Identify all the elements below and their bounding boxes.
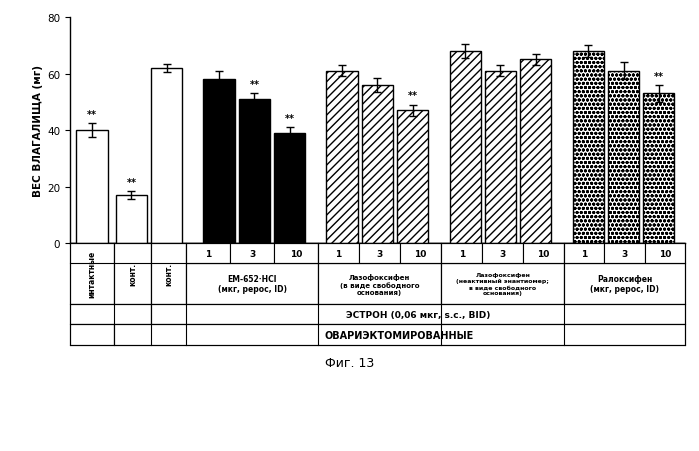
Text: Ралоксифен
(мкг, рерос, ID): Ралоксифен (мкг, рерос, ID) [590, 275, 659, 294]
Text: **: ** [250, 80, 259, 90]
Text: конт.: конт. [164, 262, 173, 285]
Bar [484, 72, 517, 244]
Text: **: ** [87, 110, 97, 120]
Bar [326, 72, 358, 244]
Text: 1: 1 [336, 249, 342, 258]
Bar [397, 111, 428, 244]
Text: Лазофоксифен
(неактивный энантиомер;
в виде свободного
основания): Лазофоксифен (неактивный энантиомер; в в… [456, 273, 549, 295]
Text: **: ** [284, 114, 294, 124]
Bar [361, 86, 394, 244]
Text: 10: 10 [415, 249, 427, 258]
Text: интактные: интактные [87, 250, 96, 298]
Text: 3: 3 [249, 249, 255, 258]
Text: 1: 1 [581, 249, 587, 258]
Text: ОВАРИЭКТОМИРОВАННЫЕ: ОВАРИЭКТОМИРОВАННЫЕ [325, 330, 474, 340]
Text: **: ** [408, 91, 417, 101]
Bar [274, 133, 305, 244]
Text: 3: 3 [377, 249, 383, 258]
Text: конт.: конт. [128, 262, 137, 285]
Bar [520, 60, 552, 244]
Bar [449, 52, 481, 244]
Bar [76, 131, 108, 244]
Text: 10: 10 [658, 249, 671, 258]
Text: ЕМ-652·НСl
(мкг, рерос, ID): ЕМ-652·НСl (мкг, рерос, ID) [218, 275, 287, 294]
Bar [151, 69, 182, 244]
Bar [203, 80, 235, 244]
Text: 10: 10 [290, 249, 303, 258]
Bar [607, 72, 640, 244]
Y-axis label: ВЕС ВЛАГАЛИЩА (мг): ВЕС ВЛАГАЛИЩА (мг) [33, 65, 43, 197]
Text: 1: 1 [459, 249, 465, 258]
Text: **: ** [654, 72, 663, 82]
Bar [115, 196, 147, 244]
Text: 10: 10 [538, 249, 550, 258]
Text: **: ** [127, 177, 136, 187]
Bar [238, 100, 271, 244]
Text: Лазофоксифен
(в виде свободного
основания): Лазофоксифен (в виде свободного основани… [340, 273, 419, 295]
Text: 3: 3 [500, 249, 506, 258]
Bar [572, 52, 604, 244]
Text: Фиг. 13: Фиг. 13 [325, 356, 374, 369]
Bar [643, 94, 675, 244]
Text: ЭСТРОН (0,06 мкг, s.c., BID): ЭСТРОН (0,06 мкг, s.c., BID) [346, 310, 490, 319]
Text: 3: 3 [621, 249, 628, 258]
Text: 1: 1 [206, 249, 211, 258]
